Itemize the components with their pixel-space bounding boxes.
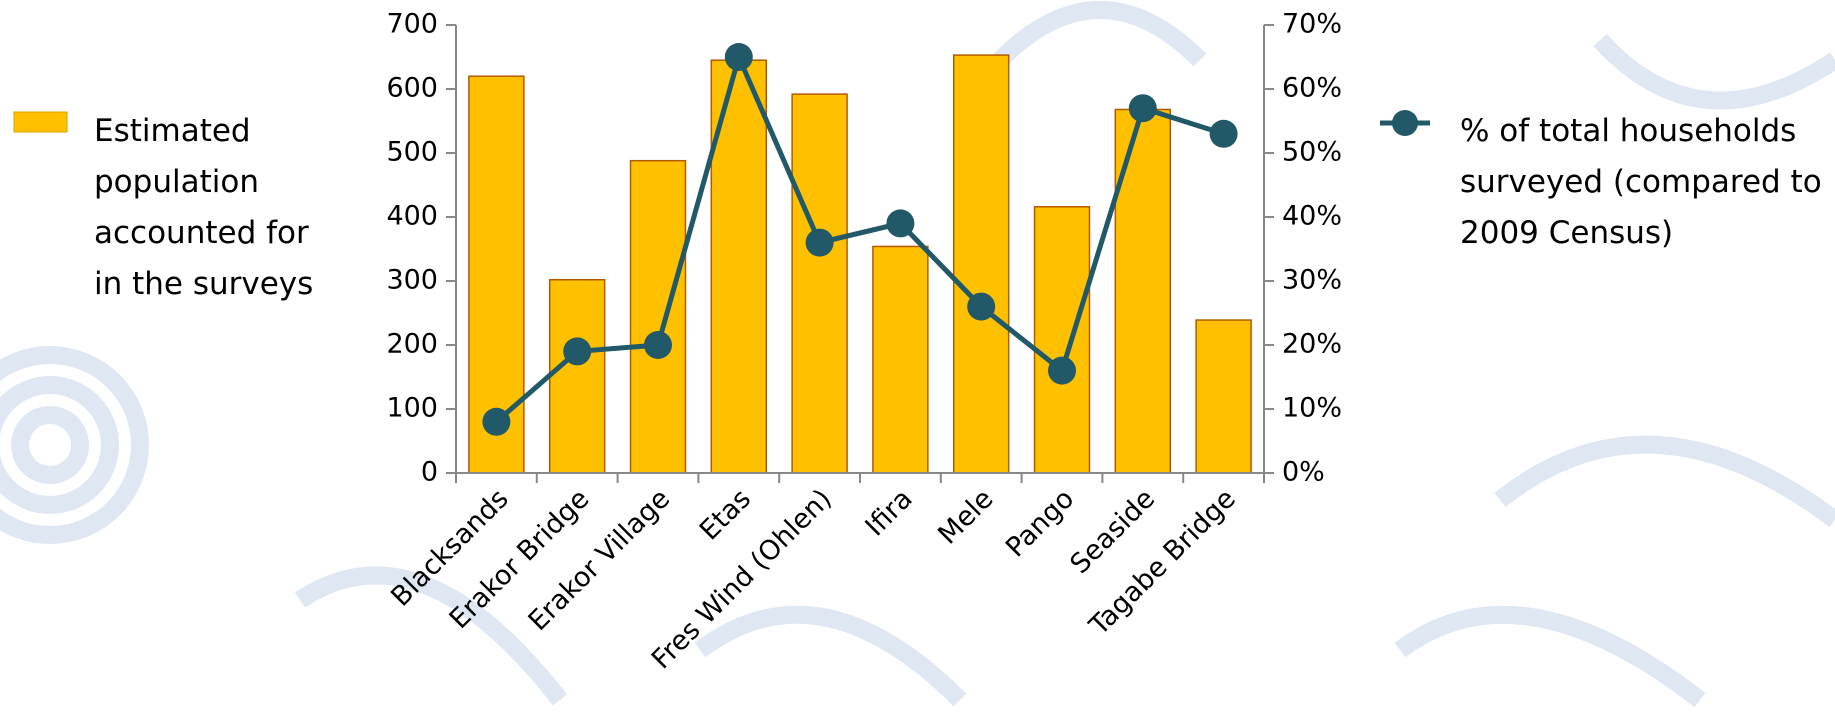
line-marker xyxy=(563,337,592,366)
x-tick-label: Etas xyxy=(694,483,757,546)
bar xyxy=(1033,206,1091,474)
y-tick-label: 0 xyxy=(421,457,438,488)
y2-tick-label: 60% xyxy=(1282,73,1342,104)
x-tick-label: Erakor Village xyxy=(523,483,677,637)
bar xyxy=(548,278,606,474)
line-marker xyxy=(644,331,672,359)
legend-label: % of total households surveyed (compared… xyxy=(1460,113,1822,251)
y-tick-label: 700 xyxy=(386,9,438,40)
y2-tick-label: 50% xyxy=(1282,137,1342,168)
y2-tick-label: 30% xyxy=(1282,265,1342,296)
line xyxy=(494,49,1225,424)
bar xyxy=(791,93,848,474)
y2-tick-label: 10% xyxy=(1282,393,1342,424)
bar xyxy=(952,54,1010,474)
y2-tick-label: 20% xyxy=(1282,329,1342,360)
bar xyxy=(1195,319,1252,474)
legend-label: Estimated population accounted for in th… xyxy=(94,113,314,302)
x-tick-label: Ifira xyxy=(860,483,919,542)
line-marker xyxy=(1048,356,1076,385)
y2-tick-label: 40% xyxy=(1282,201,1342,232)
x-tick-label: Pango xyxy=(1000,483,1080,563)
y-tick-label: 100 xyxy=(386,393,438,424)
line-marker xyxy=(482,407,511,436)
bar xyxy=(1114,108,1172,474)
y-tick-label: 300 xyxy=(386,265,438,296)
bar xyxy=(629,159,687,474)
y2-tick-label: 70% xyxy=(1282,9,1342,40)
x-tick-label: Mele xyxy=(932,483,999,550)
line-marker xyxy=(724,43,753,71)
bar xyxy=(872,245,929,474)
line-marker xyxy=(886,209,915,238)
y-tick-label: 200 xyxy=(386,329,438,360)
y-tick-label: 600 xyxy=(386,73,438,104)
x-tick-label: Erakor Bridge xyxy=(444,483,596,635)
y-tick-label: 500 xyxy=(386,137,438,168)
line-marker xyxy=(1128,94,1157,123)
y-tick-label: 400 xyxy=(386,201,438,232)
line-marker xyxy=(967,292,996,321)
line-marker xyxy=(805,228,834,257)
legend-swatch xyxy=(13,111,68,133)
y2-tick-label: 0% xyxy=(1282,457,1325,488)
line-marker xyxy=(1209,119,1238,148)
legend-marker xyxy=(1392,110,1418,136)
x-tick-label: Tagabe Bridge xyxy=(1083,483,1242,642)
